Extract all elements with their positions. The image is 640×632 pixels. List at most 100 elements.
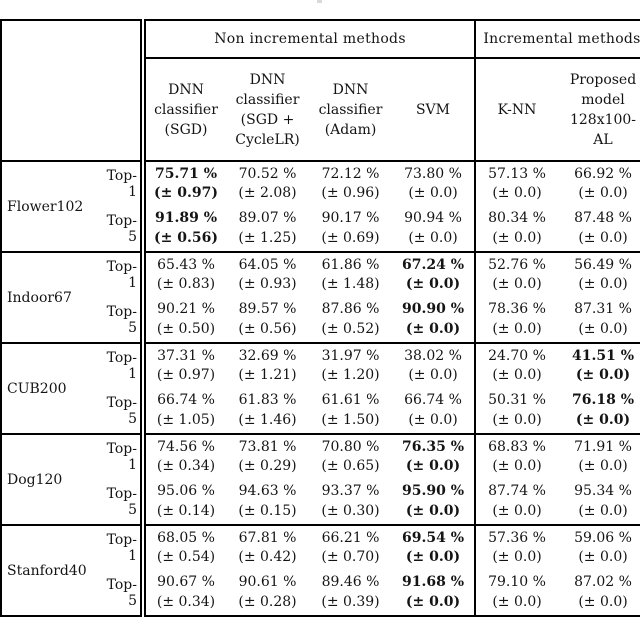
std-deviation: (± 0.0) xyxy=(578,276,628,293)
accuracy-value: 67.81 % xyxy=(238,529,297,546)
std-deviation: (± 0.0) xyxy=(578,229,628,246)
result-cell: 93.37 % (± 0.30) xyxy=(309,479,392,526)
std-deviation: (± 0.42) xyxy=(238,549,297,566)
result-cell: 24.70 % (± 0.0) xyxy=(474,343,558,389)
std-deviation: (± 1.48) xyxy=(321,276,380,293)
metric-label: Top-1 xyxy=(101,434,146,480)
result-cell: 56.49 % (± 0.0) xyxy=(558,252,640,298)
accuracy-value: 65.43 % xyxy=(157,256,215,273)
accuracy-value: 95.06 % xyxy=(157,483,215,500)
result-cell: 69.54 % (± 0.0) xyxy=(392,525,475,571)
accuracy-value: 91.68 % xyxy=(401,574,464,591)
std-deviation: (± 0.69) xyxy=(321,229,380,246)
result-cell: 67.81 % (± 0.42) xyxy=(226,525,309,571)
std-deviation: (± 0.0) xyxy=(578,593,628,610)
accuracy-value: 57.36 % xyxy=(488,529,546,546)
metric-label: Top-5 xyxy=(101,570,146,617)
accuracy-value: 89.07 % xyxy=(238,210,297,227)
result-row: CUB200 Top-1 37.31 % (± 0.97) 32.69 % (± 1.21… xyxy=(0,343,640,435)
result-cell: 90.61 % (± 0.28) xyxy=(226,570,309,617)
metric-label: Top-5 xyxy=(101,388,146,435)
accuracy-value: 90.67 % xyxy=(157,574,215,591)
std-deviation: (± 0.56) xyxy=(238,320,297,337)
std-deviation: (± 0.28) xyxy=(238,593,297,610)
column-header-row: DNN classifier (SGD) DNN classifier (SGD… xyxy=(1,58,640,162)
std-deviation: (± 0.0) xyxy=(405,502,461,519)
accuracy-value: 69.54 % xyxy=(401,529,464,546)
result-cell: 57.13 % (± 0.0) xyxy=(474,161,558,207)
result-cell: 70.80 % (± 0.65) xyxy=(309,434,392,480)
metric-label: Top-1 xyxy=(101,161,146,207)
accuracy-value: 64.05 % xyxy=(238,256,297,273)
std-deviation: (± 0.0) xyxy=(405,320,461,337)
accuracy-value: 61.86 % xyxy=(321,256,380,273)
accuracy-value: 89.57 % xyxy=(238,301,297,318)
std-deviation: (± 0.97) xyxy=(154,185,218,202)
result-cell: 87.31 % (± 0.0) xyxy=(558,297,640,344)
accuracy-value: 87.31 % xyxy=(574,301,632,318)
std-deviation: (± 0.0) xyxy=(578,458,628,475)
std-deviation: (± 0.0) xyxy=(492,549,542,566)
result-cell: 90.67 % (± 0.34) xyxy=(143,570,226,617)
dataset-name: CUB200 xyxy=(0,343,101,435)
result-row: Top-5 91.89 % (± 0.56) 89.07 % (± 1.25) 90.17… xyxy=(1,206,640,253)
result-cell: 50.31 % (± 0.0) xyxy=(474,388,558,435)
accuracy-value: 70.80 % xyxy=(321,438,380,455)
accuracy-value: 75.71 % xyxy=(154,165,217,182)
dataset-name: Flower102 xyxy=(0,161,101,253)
accuracy-value: 57.13 % xyxy=(488,165,546,182)
accuracy-value: 61.83 % xyxy=(238,392,297,409)
std-deviation: (± 0.0) xyxy=(578,549,628,566)
result-row: Dog120 Top-1 74.56 % (± 0.34) 73.81 % (± 0.29… xyxy=(0,434,640,526)
accuracy-value: 59.06 % xyxy=(574,529,632,546)
result-cell: 38.02 % (± 0.0) xyxy=(392,343,475,389)
result-cell: 79.10 % (± 0.0) xyxy=(474,570,558,617)
std-deviation: (± 0.0) xyxy=(405,549,461,566)
accuracy-value: 68.83 % xyxy=(488,438,546,455)
column-header-knn: K-NN xyxy=(474,58,558,162)
accuracy-value: 95.90 % xyxy=(401,483,464,500)
accuracy-value: 38.02 % xyxy=(404,347,462,364)
accuracy-value: 32.69 % xyxy=(238,347,297,364)
result-cell: 90.90 % (± 0.0) xyxy=(392,297,475,344)
std-deviation: (± 0.14) xyxy=(156,502,216,519)
results-tbody: Flower102 Top-1 75.71 % (± 0.97) 70.52 % (± 2… xyxy=(0,161,640,617)
column-header-dnn-sgd: DNN classifier (SGD) xyxy=(143,58,226,162)
result-cell: 90.17 % (± 0.69) xyxy=(309,206,392,253)
result-cell: 68.83 % (± 0.0) xyxy=(474,434,558,480)
result-cell: 31.97 % (± 1.20) xyxy=(309,343,392,389)
accuracy-value: 90.17 % xyxy=(321,210,380,227)
result-cell: 73.80 % (± 0.0) xyxy=(392,161,475,207)
accuracy-value: 76.35 % xyxy=(401,438,464,455)
accuracy-value: 70.52 % xyxy=(238,165,297,182)
accuracy-value: 37.31 % xyxy=(157,347,215,364)
accuracy-value: 41.51 % xyxy=(572,347,635,364)
result-cell: 87.74 % (± 0.0) xyxy=(474,479,558,526)
result-cell: 41.51 % (± 0.0) xyxy=(558,343,640,389)
accuracy-value: 72.12 % xyxy=(321,165,380,182)
result-cell: 65.43 % (± 0.83) xyxy=(143,252,226,298)
result-cell: 37.31 % (± 0.97) xyxy=(143,343,226,389)
accuracy-value: 73.81 % xyxy=(238,438,297,455)
accuracy-value: 66.74 % xyxy=(157,392,215,409)
result-row: Stanford40 Top-1 68.05 % (± 0.54) 67.81 % (± … xyxy=(0,525,640,617)
result-cell: 89.46 % (± 0.39) xyxy=(309,570,392,617)
accuracy-value: 90.61 % xyxy=(238,574,297,591)
std-deviation: (± 2.08) xyxy=(238,185,297,202)
result-cell: 52.76 % (± 0.0) xyxy=(474,252,558,298)
result-cell: 61.86 % (± 1.48) xyxy=(309,252,392,298)
std-deviation: (± 0.34) xyxy=(156,458,216,475)
std-deviation: (± 0.0) xyxy=(405,458,461,475)
accuracy-value: 73.80 % xyxy=(404,165,462,182)
result-cell: 94.63 % (± 0.15) xyxy=(226,479,309,526)
result-row: Flower102 Top-1 75.71 % (± 0.97) 70.52 % (± 2… xyxy=(0,161,640,253)
accuracy-value: 79.10 % xyxy=(488,574,546,591)
accuracy-value: 87.86 % xyxy=(321,301,380,318)
dataset-name: Dog120 xyxy=(0,434,101,526)
result-cell: 90.21 % (± 0.50) xyxy=(143,297,226,344)
result-cell: 73.81 % (± 0.29) xyxy=(226,434,309,480)
std-deviation: (± 0.0) xyxy=(408,367,458,384)
accuracy-value: 78.36 % xyxy=(488,301,546,318)
accuracy-value: 76.18 % xyxy=(572,392,635,409)
